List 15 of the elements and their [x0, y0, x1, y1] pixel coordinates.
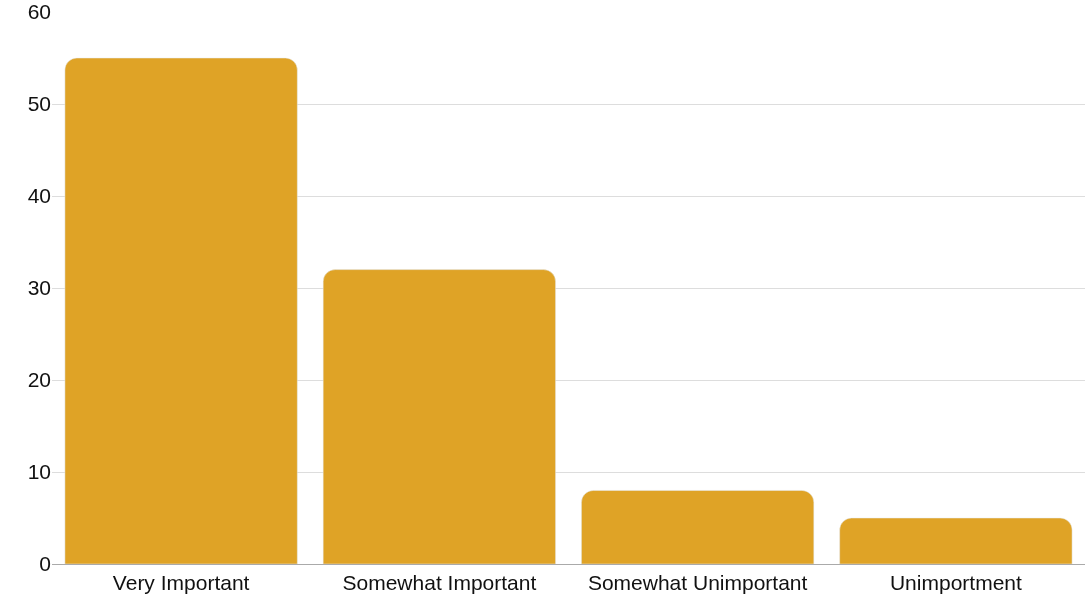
- y-tick-label: 10: [27, 460, 51, 484]
- y-tick-label: 50: [27, 92, 51, 116]
- x-tick-label: Very Important: [112, 571, 250, 595]
- x-tick-label: Unimportment: [889, 571, 1022, 595]
- y-tick-label: 0: [39, 552, 51, 576]
- bar: [64, 57, 298, 564]
- x-tick-label: Somewhat Important: [342, 571, 537, 595]
- y-tick-label: 20: [27, 368, 51, 392]
- bar: [581, 490, 815, 564]
- x-tick-label: Somewhat Unimportant: [587, 571, 808, 595]
- bar: [322, 269, 556, 564]
- y-tick-label: 60: [27, 0, 51, 24]
- bar: [839, 517, 1073, 564]
- y-tick-label: 40: [27, 184, 51, 208]
- y-tick-label: 30: [27, 276, 51, 300]
